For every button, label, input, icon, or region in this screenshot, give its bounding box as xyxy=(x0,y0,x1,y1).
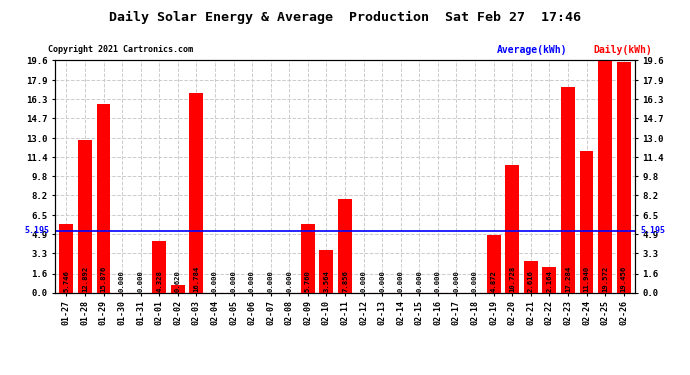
Bar xyxy=(524,261,538,292)
Text: 0.000: 0.000 xyxy=(453,270,460,291)
Text: 0.000: 0.000 xyxy=(137,270,144,291)
Text: 0.000: 0.000 xyxy=(397,270,404,291)
Text: 19.572: 19.572 xyxy=(602,265,608,291)
Text: 0.000: 0.000 xyxy=(249,270,255,291)
Text: 0.000: 0.000 xyxy=(472,270,478,291)
Text: 5.760: 5.760 xyxy=(305,270,311,291)
Text: 17.284: 17.284 xyxy=(565,265,571,291)
Text: Copyright 2021 Cartronics.com: Copyright 2021 Cartronics.com xyxy=(48,45,193,54)
Text: 0.000: 0.000 xyxy=(268,270,274,291)
Text: 4.328: 4.328 xyxy=(156,270,162,291)
Bar xyxy=(190,93,204,292)
Text: 0.000: 0.000 xyxy=(212,270,218,291)
Text: 16.784: 16.784 xyxy=(193,265,199,291)
Text: 0.000: 0.000 xyxy=(435,270,441,291)
Bar xyxy=(171,285,185,292)
Text: Daily Solar Energy & Average  Production  Sat Feb 27  17:46: Daily Solar Energy & Average Production … xyxy=(109,11,581,24)
Bar xyxy=(505,165,519,292)
Text: 0.000: 0.000 xyxy=(379,270,385,291)
Bar xyxy=(59,224,73,292)
Text: 10.728: 10.728 xyxy=(509,265,515,291)
Bar xyxy=(338,199,352,292)
Bar xyxy=(97,104,110,292)
Text: 3.564: 3.564 xyxy=(324,270,329,291)
Text: 2.164: 2.164 xyxy=(546,270,553,291)
Text: 0.000: 0.000 xyxy=(416,270,422,291)
Text: 0.000: 0.000 xyxy=(230,270,237,291)
Text: 5.195: 5.195 xyxy=(640,226,666,236)
Text: 4.872: 4.872 xyxy=(491,270,497,291)
Bar xyxy=(78,140,92,292)
Bar xyxy=(561,87,575,292)
Bar xyxy=(617,62,631,292)
Text: 0.000: 0.000 xyxy=(119,270,125,291)
Bar xyxy=(598,60,612,292)
Bar xyxy=(152,241,166,292)
Text: 0.620: 0.620 xyxy=(175,270,181,291)
Bar xyxy=(301,224,315,292)
Text: 11.940: 11.940 xyxy=(584,265,589,291)
Text: 0.000: 0.000 xyxy=(361,270,366,291)
Text: 7.856: 7.856 xyxy=(342,270,348,291)
Text: 15.876: 15.876 xyxy=(101,265,106,291)
Text: 5.746: 5.746 xyxy=(63,270,70,291)
Bar xyxy=(319,250,333,292)
Bar xyxy=(580,151,593,292)
Text: 0.000: 0.000 xyxy=(286,270,293,291)
Text: 12.892: 12.892 xyxy=(82,265,88,291)
Text: 5.195: 5.195 xyxy=(24,226,50,236)
Text: 19.456: 19.456 xyxy=(620,265,627,291)
Bar xyxy=(486,235,500,292)
Bar xyxy=(542,267,556,292)
Text: Daily(kWh): Daily(kWh) xyxy=(593,45,652,55)
Text: 2.616: 2.616 xyxy=(528,270,534,291)
Text: Average(kWh): Average(kWh) xyxy=(497,45,567,55)
